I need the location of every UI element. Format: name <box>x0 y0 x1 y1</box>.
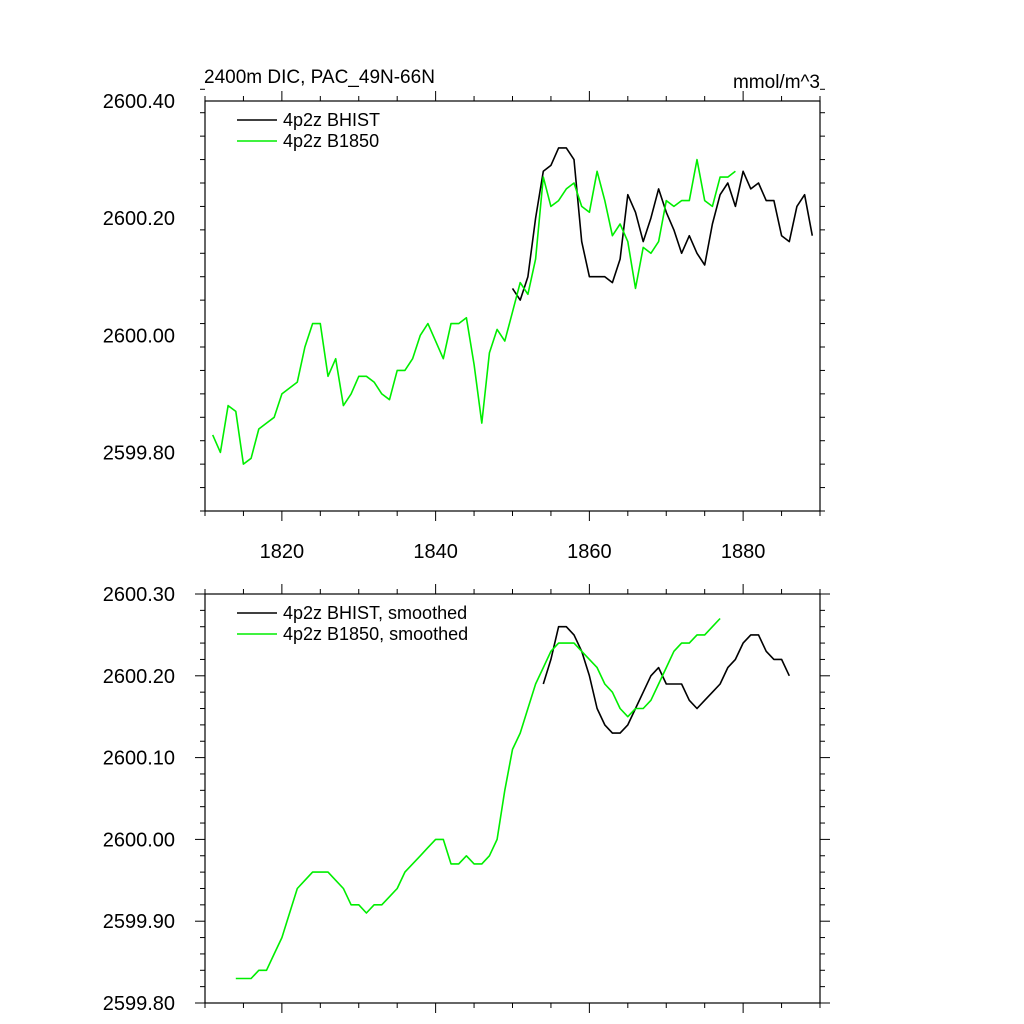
plot-frame <box>204 593 821 1004</box>
y-tick-label: 2600.20 <box>103 208 175 230</box>
x-tick-label: 1840 <box>413 541 458 563</box>
plot-frame <box>204 100 821 512</box>
y-tick-label: 2599.80 <box>103 993 175 1015</box>
legend-label: 4p2z B1850 <box>283 131 379 151</box>
y-tick-label: 2599.90 <box>103 911 175 933</box>
legend-label: 4p2z BHIST <box>283 110 380 130</box>
chart-title: 2400m DIC, PAC_49N-66N <box>204 67 435 88</box>
y-tick-label: 2600.40 <box>103 91 175 113</box>
y-tick-label: 2600.30 <box>103 584 175 606</box>
x-tick-label: 1820 <box>260 541 305 563</box>
y-tick-label: 2600.00 <box>103 829 175 851</box>
x-tick-label: 1860 <box>567 541 612 563</box>
legend-label: 4p2z BHIST, smoothed <box>283 603 467 623</box>
y-tick-label: 2600.00 <box>103 325 175 347</box>
y-tick-label: 2599.80 <box>103 442 175 464</box>
x-tick-label: 1880 <box>721 541 766 563</box>
top-panel: 2599.80 2600.00 2600.20 2600.40 1820 1840 1860… <box>103 88 825 563</box>
series-line-bhist <box>542 625 791 734</box>
series-line-bhist <box>511 147 814 301</box>
series-line-b1850 <box>235 617 721 980</box>
legend-label: 4p2z B1850, smoothed <box>283 624 468 644</box>
series-line-b1850 <box>211 158 736 465</box>
y-tick-label: 2600.20 <box>103 666 175 688</box>
units-label: mmol/m^3 <box>733 72 820 93</box>
y-tick-label: 2600.10 <box>103 748 175 770</box>
bottom-panel: 2599.80 2599.90 2600.00 2600.10 2600.20 2600.… <box>103 584 830 1015</box>
